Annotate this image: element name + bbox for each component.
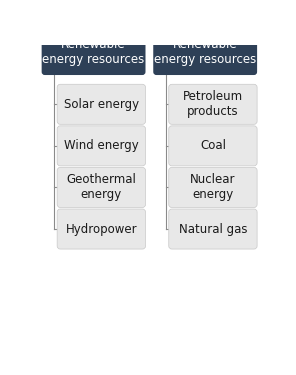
FancyBboxPatch shape (57, 209, 146, 249)
Text: Coal: Coal (200, 140, 226, 152)
Text: Solar energy: Solar energy (64, 98, 139, 111)
FancyBboxPatch shape (42, 29, 146, 75)
Text: Hydropower: Hydropower (65, 222, 137, 236)
FancyBboxPatch shape (169, 84, 257, 124)
Text: Natural gas: Natural gas (179, 222, 247, 236)
FancyBboxPatch shape (169, 126, 257, 166)
FancyBboxPatch shape (153, 29, 257, 75)
Text: Geothermal
energy: Geothermal energy (66, 174, 136, 201)
FancyBboxPatch shape (169, 209, 257, 249)
FancyBboxPatch shape (57, 167, 146, 207)
Text: Nuclear
energy: Nuclear energy (190, 174, 236, 201)
Text: Petroleum
products: Petroleum products (183, 90, 243, 118)
FancyBboxPatch shape (169, 167, 257, 207)
FancyBboxPatch shape (57, 84, 146, 124)
Text: Wind energy: Wind energy (64, 140, 139, 152)
Text: Renewable
energy resources: Renewable energy resources (154, 38, 256, 66)
FancyBboxPatch shape (57, 126, 146, 166)
Text: Renewable
energy resources: Renewable energy resources (42, 38, 145, 66)
